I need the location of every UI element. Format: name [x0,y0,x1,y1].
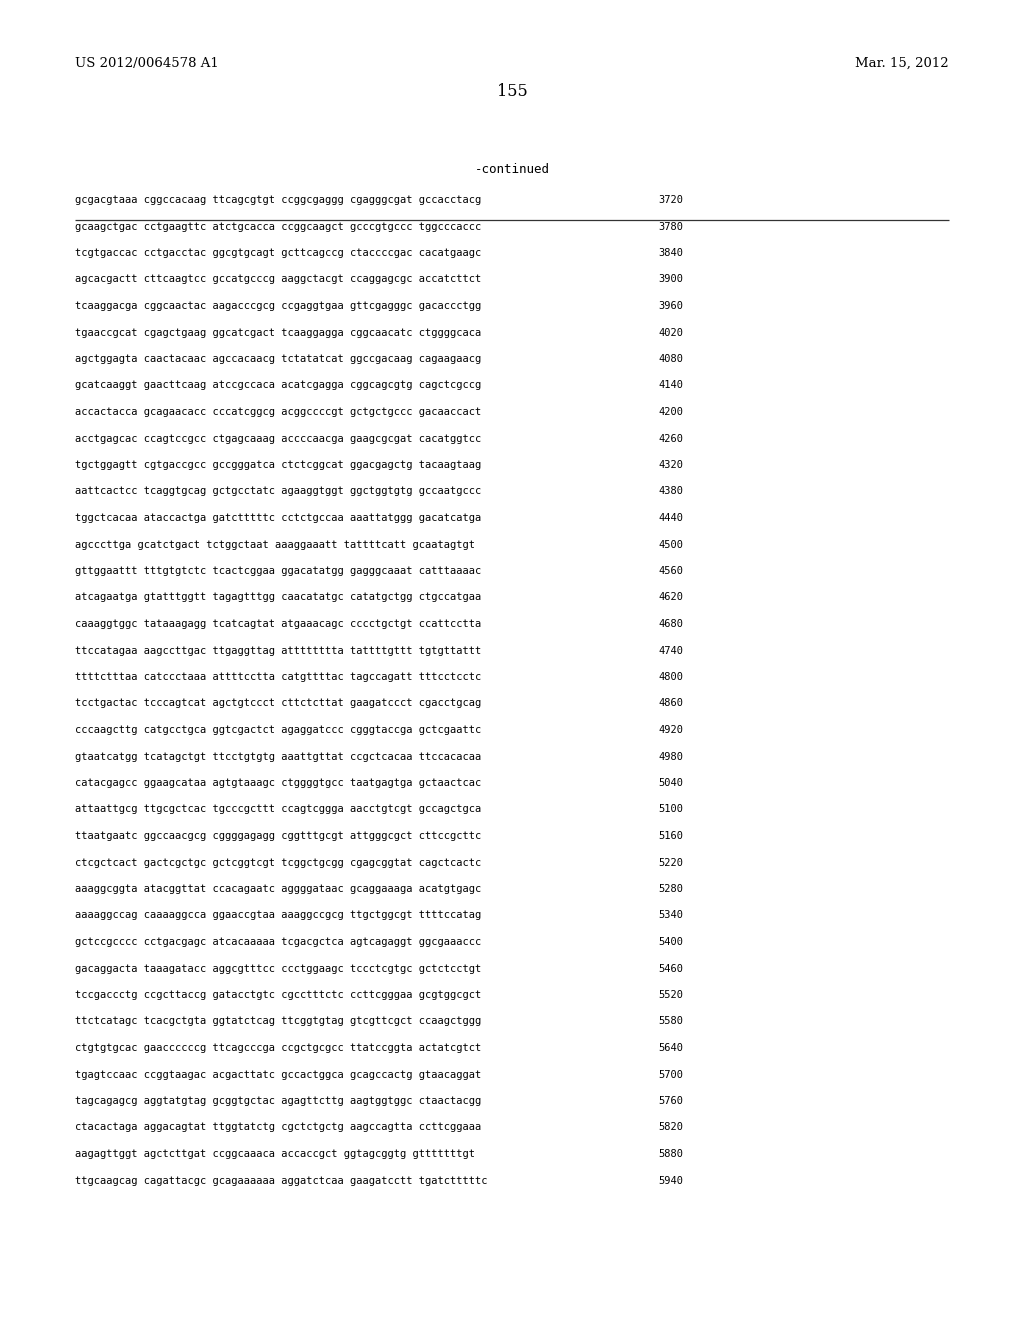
Text: aagagttggt agctcttgat ccggcaaaca accaccgct ggtagcggtg gtttttttgt: aagagttggt agctcttgat ccggcaaaca accaccg… [75,1148,475,1159]
Text: 4020: 4020 [658,327,683,338]
Text: ttaatgaatc ggccaacgcg cggggagagg cggtttgcgt attgggcgct cttccgcttc: ttaatgaatc ggccaacgcg cggggagagg cggtttg… [75,832,481,841]
Text: agcacgactt cttcaagtcc gccatgcccg aaggctacgt ccaggagcgc accatcttct: agcacgactt cttcaagtcc gccatgcccg aaggcta… [75,275,481,285]
Text: aaaggcggta atacggttat ccacagaatc aggggataac gcaggaaaga acatgtgagc: aaaggcggta atacggttat ccacagaatc aggggat… [75,884,481,894]
Text: 5940: 5940 [658,1176,683,1185]
Text: ttccatagaa aagccttgac ttgaggttag atttttttta tattttgttt tgtgttattt: ttccatagaa aagccttgac ttgaggttag atttttt… [75,645,481,656]
Text: 5280: 5280 [658,884,683,894]
Text: 4200: 4200 [658,407,683,417]
Text: ttgcaagcag cagattacgc gcagaaaaaa aggatctcaa gaagatcctt tgatctttttc: ttgcaagcag cagattacgc gcagaaaaaa aggatct… [75,1176,487,1185]
Text: 155: 155 [497,83,527,100]
Text: -continued: -continued [474,162,550,176]
Text: 5580: 5580 [658,1016,683,1027]
Text: US 2012/0064578 A1: US 2012/0064578 A1 [75,57,219,70]
Text: 5820: 5820 [658,1122,683,1133]
Text: Mar. 15, 2012: Mar. 15, 2012 [855,57,949,70]
Text: agcccttga gcatctgact tctggctaat aaaggaaatt tattttcatt gcaatagtgt: agcccttga gcatctgact tctggctaat aaaggaaa… [75,540,475,549]
Text: tcgtgaccac cctgacctac ggcgtgcagt gcttcagccg ctaccccgac cacatgaagc: tcgtgaccac cctgacctac ggcgtgcagt gcttcag… [75,248,481,257]
Text: caaaggtggc tataaagagg tcatcagtat atgaaacagc cccctgctgt ccattcctta: caaaggtggc tataaagagg tcatcagtat atgaaac… [75,619,481,630]
Text: 4680: 4680 [658,619,683,630]
Text: 4320: 4320 [658,459,683,470]
Text: 3900: 3900 [658,275,683,285]
Text: 5520: 5520 [658,990,683,1001]
Text: tggctcacaa ataccactga gatctttttc cctctgccaa aaattatggg gacatcatga: tggctcacaa ataccactga gatctttttc cctctgc… [75,513,481,523]
Text: atcagaatga gtatttggtt tagagtttgg caacatatgc catatgctgg ctgccatgaa: atcagaatga gtatttggtt tagagtttgg caacata… [75,593,481,602]
Text: gctccgcccc cctgacgagc atcacaaaaa tcgacgctca agtcagaggt ggcgaaaccc: gctccgcccc cctgacgagc atcacaaaaa tcgacgc… [75,937,481,946]
Text: 5760: 5760 [658,1096,683,1106]
Text: ctcgctcact gactcgctgc gctcggtcgt tcggctgcgg cgagcggtat cagctcactc: ctcgctcact gactcgctgc gctcggtcgt tcggctg… [75,858,481,867]
Text: tcctgactac tcccagtcat agctgtccct cttctcttat gaagatccct cgacctgcag: tcctgactac tcccagtcat agctgtccct cttctct… [75,698,481,709]
Text: acctgagcac ccagtccgcc ctgagcaaag accccaacga gaagcgcgat cacatggtcc: acctgagcac ccagtccgcc ctgagcaaag accccaa… [75,433,481,444]
Text: ttttctttaa catccctaaa attttcctta catgttttac tagccagatt tttcctcctc: ttttctttaa catccctaaa attttcctta catgttt… [75,672,481,682]
Text: gtaatcatgg tcatagctgt ttcctgtgtg aaattgttat ccgctcacaa ttccacacaa: gtaatcatgg tcatagctgt ttcctgtgtg aaattgt… [75,751,481,762]
Text: 3840: 3840 [658,248,683,257]
Text: 4920: 4920 [658,725,683,735]
Text: 5160: 5160 [658,832,683,841]
Text: 5700: 5700 [658,1069,683,1080]
Text: 4380: 4380 [658,487,683,496]
Text: 4440: 4440 [658,513,683,523]
Text: 3780: 3780 [658,222,683,231]
Text: 4620: 4620 [658,593,683,602]
Text: accactacca gcagaacacc cccatcggcg acggccccgt gctgctgccc gacaaccact: accactacca gcagaacacc cccatcggcg acggccc… [75,407,481,417]
Text: catacgagcc ggaagcataa agtgtaaagc ctggggtgcc taatgagtga gctaactcac: catacgagcc ggaagcataa agtgtaaagc ctggggt… [75,777,481,788]
Text: tagcagagcg aggtatgtag gcggtgctac agagttcttg aagtggtggc ctaactacgg: tagcagagcg aggtatgtag gcggtgctac agagttc… [75,1096,481,1106]
Text: 4860: 4860 [658,698,683,709]
Text: 5040: 5040 [658,777,683,788]
Text: 5880: 5880 [658,1148,683,1159]
Text: ttctcatagc tcacgctgta ggtatctcag ttcggtgtag gtcgttcgct ccaagctggg: ttctcatagc tcacgctgta ggtatctcag ttcggtg… [75,1016,481,1027]
Text: 5460: 5460 [658,964,683,974]
Text: tcaaggacga cggcaactac aagacccgcg ccgaggtgaa gttcgagggc gacaccctgg: tcaaggacga cggcaactac aagacccgcg ccgaggt… [75,301,481,312]
Text: 4140: 4140 [658,380,683,391]
Text: gcatcaaggt gaacttcaag atccgccaca acatcgagga cggcagcgtg cagctcgccg: gcatcaaggt gaacttcaag atccgccaca acatcga… [75,380,481,391]
Text: 5400: 5400 [658,937,683,946]
Text: gcgacgtaaa cggccacaag ttcagcgtgt ccggcgaggg cgagggcgat gccacctacg: gcgacgtaaa cggccacaag ttcagcgtgt ccggcga… [75,195,481,205]
Text: 4080: 4080 [658,354,683,364]
Text: 5340: 5340 [658,911,683,920]
Text: 5220: 5220 [658,858,683,867]
Text: 4800: 4800 [658,672,683,682]
Text: 4740: 4740 [658,645,683,656]
Text: ctgtgtgcac gaaccccccg ttcagcccga ccgctgcgcc ttatccggta actatcgtct: ctgtgtgcac gaaccccccg ttcagcccga ccgctgc… [75,1043,481,1053]
Text: tgagtccaac ccggtaagac acgacttatc gccactggca gcagccactg gtaacaggat: tgagtccaac ccggtaagac acgacttatc gccactg… [75,1069,481,1080]
Text: ctacactaga aggacagtat ttggtatctg cgctctgctg aagccagtta ccttcggaaa: ctacactaga aggacagtat ttggtatctg cgctctg… [75,1122,481,1133]
Text: 4260: 4260 [658,433,683,444]
Text: 4500: 4500 [658,540,683,549]
Text: 3720: 3720 [658,195,683,205]
Text: aattcactcc tcaggtgcag gctgcctatc agaaggtggt ggctggtgtg gccaatgccc: aattcactcc tcaggtgcag gctgcctatc agaaggt… [75,487,481,496]
Text: 5100: 5100 [658,804,683,814]
Text: tgaaccgcat cgagctgaag ggcatcgact tcaaggagga cggcaacatc ctggggcaca: tgaaccgcat cgagctgaag ggcatcgact tcaagga… [75,327,481,338]
Text: tccgaccctg ccgcttaccg gatacctgtc cgcctttctc ccttcgggaa gcgtggcgct: tccgaccctg ccgcttaccg gatacctgtc cgccttt… [75,990,481,1001]
Text: gacaggacta taaagatacc aggcgtttcc ccctggaagc tccctcgtgc gctctcctgt: gacaggacta taaagatacc aggcgtttcc ccctgga… [75,964,481,974]
Text: tgctggagtt cgtgaccgcc gccgggatca ctctcggcat ggacgagctg tacaagtaag: tgctggagtt cgtgaccgcc gccgggatca ctctcgg… [75,459,481,470]
Text: 4980: 4980 [658,751,683,762]
Text: agctggagta caactacaac agccacaacg tctatatcat ggccgacaag cagaagaacg: agctggagta caactacaac agccacaacg tctatat… [75,354,481,364]
Text: 5640: 5640 [658,1043,683,1053]
Text: attaattgcg ttgcgctcac tgcccgcttt ccagtcggga aacctgtcgt gccagctgca: attaattgcg ttgcgctcac tgcccgcttt ccagtcg… [75,804,481,814]
Text: cccaagcttg catgcctgca ggtcgactct agaggatccc cgggtaccga gctcgaattc: cccaagcttg catgcctgca ggtcgactct agaggat… [75,725,481,735]
Text: aaaaggccag caaaaggcca ggaaccgtaa aaaggccgcg ttgctggcgt ttttccatag: aaaaggccag caaaaggcca ggaaccgtaa aaaggcc… [75,911,481,920]
Text: 4560: 4560 [658,566,683,576]
Text: gcaagctgac cctgaagttc atctgcacca ccggcaagct gcccgtgccc tggcccaccc: gcaagctgac cctgaagttc atctgcacca ccggcaa… [75,222,481,231]
Text: gttggaattt tttgtgtctc tcactcggaa ggacatatgg gagggcaaat catttaaaac: gttggaattt tttgtgtctc tcactcggaa ggacata… [75,566,481,576]
Text: 3960: 3960 [658,301,683,312]
